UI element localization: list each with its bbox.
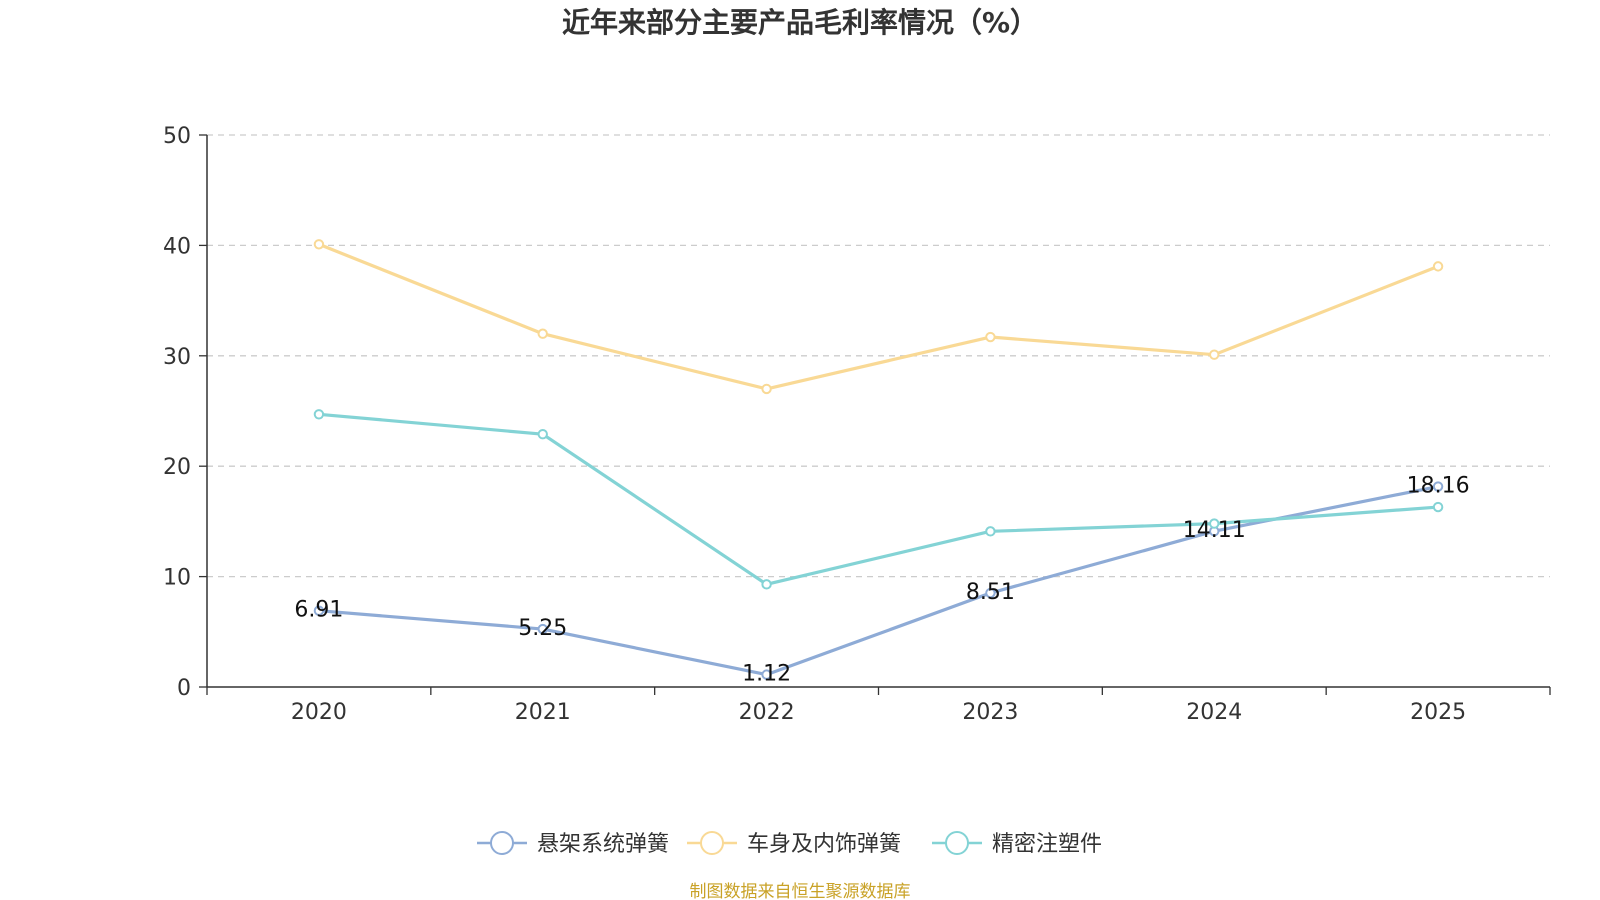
series-line-1 — [318, 484, 1439, 677]
legend-label: 车身及内饰弹簧 — [747, 832, 901, 857]
data-point[interactable] — [761, 383, 772, 395]
data-point[interactable] — [1209, 518, 1220, 529]
legend-item-3[interactable]: 精密注塑件 — [932, 831, 1102, 857]
data-point[interactable] — [313, 605, 325, 616]
y-tick-label: 0 — [177, 676, 191, 701]
data-point[interactable] — [537, 623, 548, 635]
legend-label: 悬架系统弹簧 — [537, 832, 669, 857]
data-point[interactable] — [313, 239, 325, 250]
data-label: 5.25 — [518, 616, 567, 641]
data-point[interactable] — [985, 526, 996, 537]
legend-item-1[interactable]: 悬架系统弹簧 — [477, 831, 669, 857]
x-tick-label: 2022 — [739, 700, 795, 725]
data-point[interactable] — [537, 328, 548, 339]
data-point[interactable] — [761, 669, 772, 680]
y-tick-label: 50 — [163, 124, 191, 149]
grid-lines — [207, 134, 1550, 578]
y-tick-label: 10 — [163, 566, 191, 591]
source-note: 制图数据来自恒生聚源数据库 — [690, 882, 911, 900]
legend-marker-icon — [700, 831, 724, 855]
data-label: 18.16 — [1407, 474, 1470, 499]
data-point[interactable] — [1432, 261, 1444, 272]
data-label: 8.51 — [966, 580, 1015, 605]
series-line-3 — [318, 412, 1439, 586]
data-point[interactable] — [1209, 349, 1220, 360]
x-tick-label: 2023 — [962, 700, 1018, 725]
data-point[interactable] — [761, 579, 772, 590]
legend-label: 精密注塑件 — [992, 832, 1102, 857]
y-tick-label: 40 — [163, 234, 191, 259]
series-line-2 — [318, 242, 1439, 391]
legend-marker-icon — [945, 831, 969, 855]
y-tick-label: 30 — [163, 345, 191, 370]
x-tick-label: 2025 — [1410, 700, 1466, 725]
data-point[interactable] — [1432, 481, 1444, 492]
data-point[interactable] — [313, 409, 325, 420]
x-tick-label: 2024 — [1186, 700, 1242, 725]
data-labels: 6.91 5.25 1.12 8.51 14.11 18.16 — [294, 474, 1469, 687]
data-point[interactable] — [985, 587, 996, 599]
data-label: 6.91 — [294, 598, 343, 623]
axes: 0 10 20 30 40 50 2020 2021 2022 2023 2024 2025 — [163, 124, 1551, 725]
data-point[interactable] — [537, 428, 548, 440]
data-label: 1.12 — [742, 662, 791, 687]
data-point[interactable] — [985, 331, 996, 343]
y-tick-label: 20 — [163, 455, 191, 480]
legend-marker-icon — [490, 831, 514, 855]
legend-item-2[interactable]: 车身及内饰弹簧 — [687, 831, 901, 857]
data-point[interactable] — [1432, 501, 1444, 513]
series-group — [313, 239, 1444, 680]
chart-title: 近年来部分主要产品毛利率情况（%） — [562, 6, 1038, 39]
data-label: 14.11 — [1183, 518, 1246, 543]
legend[interactable]: 悬架系统弹簧 车身及内饰弹簧 精密注塑件 — [477, 831, 1102, 857]
x-tick-label: 2021 — [515, 700, 571, 725]
x-tick-label: 2020 — [291, 700, 347, 725]
